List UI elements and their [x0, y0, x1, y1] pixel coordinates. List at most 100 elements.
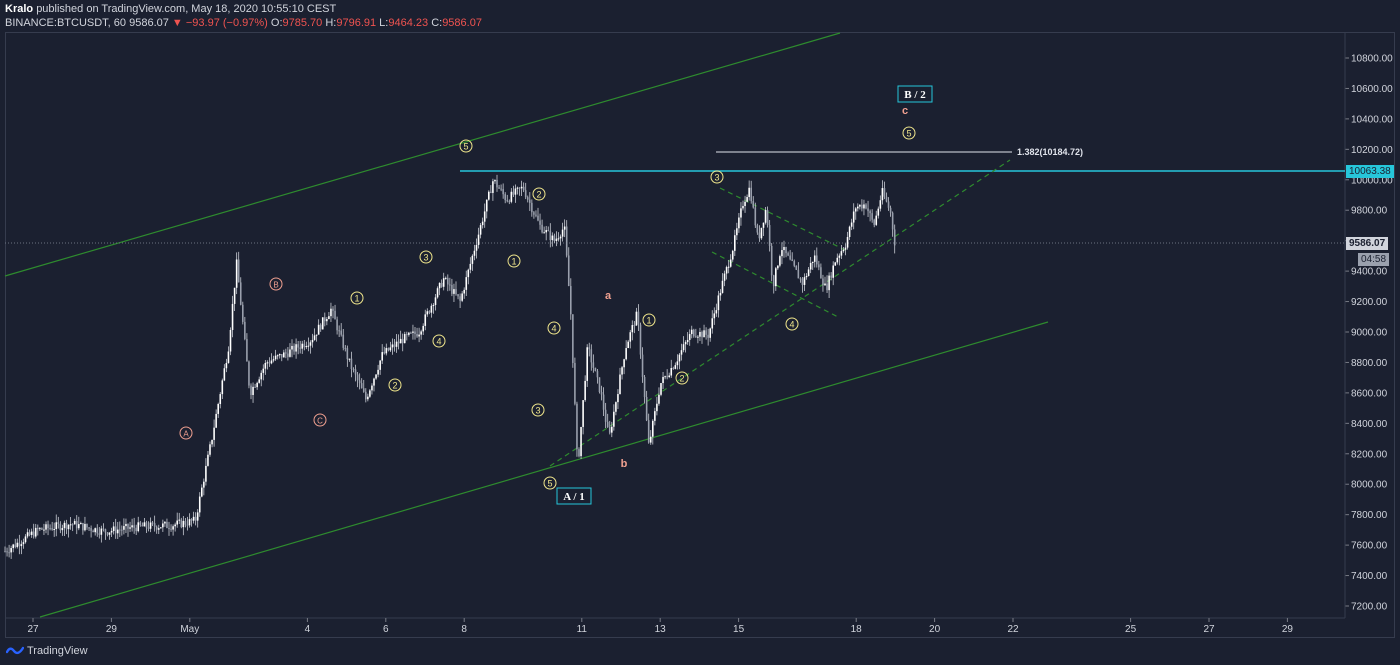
candle-body — [24, 536, 27, 543]
tradingview-brand[interactable]: TradingView — [27, 645, 88, 657]
candle-body — [330, 308, 332, 317]
candle-body — [861, 204, 863, 209]
wave-count-circle[interactable] — [532, 187, 546, 201]
candle-body — [832, 265, 834, 278]
candle-body — [754, 207, 757, 226]
candle-body — [547, 230, 550, 232]
wave-count-label: 4 — [436, 337, 441, 347]
candle-body — [467, 269, 470, 278]
wave-box-b[interactable] — [897, 85, 933, 103]
author-name[interactable]: Kralo — [5, 3, 34, 15]
wave-box-a[interactable] — [556, 487, 592, 505]
candle-body — [711, 318, 714, 329]
wave-count-circle[interactable] — [531, 403, 545, 417]
price-tick-label: 8200.00 — [1351, 449, 1388, 460]
candle-body — [818, 264, 820, 268]
candle-body — [633, 325, 636, 327]
wave-count-circle[interactable] — [902, 126, 916, 140]
candle-body — [123, 526, 125, 530]
candle-body — [408, 332, 410, 335]
wave-count-circle[interactable] — [642, 313, 656, 327]
candle-body — [342, 334, 345, 348]
candle-body — [887, 201, 890, 208]
candle-body — [447, 277, 449, 285]
wave-count-circle[interactable] — [507, 254, 521, 268]
candle-body — [873, 219, 875, 225]
candle-body — [654, 411, 656, 421]
close-label: C: — [431, 17, 443, 29]
abc-wave-circle[interactable] — [313, 413, 327, 427]
candle-body — [172, 526, 174, 530]
wave-count-circle[interactable] — [419, 250, 433, 264]
candle-body — [643, 376, 646, 398]
wave-count-label: 2 — [536, 190, 541, 200]
candle-body — [670, 367, 673, 376]
time-axis[interactable]: 27 29 May 4 6 8 11 13 15 18 20 22 25 27 29 — [5, 617, 1345, 635]
candle-body — [358, 380, 361, 384]
price-tick-label: 10200.00 — [1351, 145, 1393, 156]
candle-body — [145, 522, 148, 528]
wave-count-circle[interactable] — [547, 321, 561, 335]
candle-body — [203, 481, 205, 488]
candle-body — [391, 344, 394, 348]
trend-support-dashed[interactable] — [549, 159, 1011, 467]
channel-upper-line[interactable] — [4, 32, 841, 277]
candle-body — [488, 191, 490, 200]
candle-body — [332, 308, 334, 311]
candle-body — [703, 330, 705, 338]
candle-body — [213, 427, 215, 440]
candle-body — [477, 234, 480, 245]
candles-layer — [4, 174, 896, 559]
candle-body — [471, 255, 474, 264]
abc-wave-circle[interactable] — [179, 426, 193, 440]
candle-body — [598, 377, 601, 393]
candle-body — [381, 352, 383, 361]
candle-body — [760, 227, 763, 239]
candle-body — [338, 330, 340, 332]
candle-body — [166, 521, 168, 529]
candle-body — [336, 319, 338, 331]
wave-count-circle[interactable] — [350, 291, 364, 305]
price-chart[interactable]: 7200.00 7400.00 7600.00 7800.00 8000.00 8200.… — [0, 0, 1400, 640]
candle-body — [863, 204, 865, 209]
candle-body — [533, 212, 535, 215]
candle-body — [498, 187, 500, 189]
candle-body — [246, 339, 248, 362]
price-tick-label: 8400.00 — [1351, 419, 1388, 430]
chart-frame[interactable] — [5, 32, 1395, 638]
candle-body — [248, 361, 250, 386]
wave-count-circle[interactable] — [785, 317, 799, 331]
candle-body — [180, 519, 183, 528]
wave-count-circle[interactable] — [459, 139, 473, 153]
wave-count-circle[interactable] — [710, 170, 724, 184]
price-tick-label: 10400.00 — [1351, 114, 1393, 125]
channel-lower-line[interactable] — [39, 321, 1049, 618]
wave-count-circle[interactable] — [432, 334, 446, 348]
candle-body — [697, 336, 699, 338]
candle-body — [406, 334, 408, 336]
wave-count-circle[interactable] — [675, 371, 689, 385]
candle-body — [852, 211, 855, 223]
symbol-name[interactable]: BINANCE:BTCUSDT, 60 — [5, 17, 127, 29]
candle-body — [820, 267, 822, 279]
candle-body — [465, 277, 468, 290]
wave-count-circle[interactable] — [543, 476, 557, 490]
candle-body — [291, 345, 293, 350]
abc-wave-circle[interactable] — [269, 277, 283, 291]
price-tick-label: 10000.00 — [1351, 175, 1393, 186]
candle-body — [258, 379, 260, 383]
candle-body — [580, 426, 582, 457]
price-axis[interactable]: 7200.00 7400.00 7600.00 7800.00 8000.00 8200.… — [1344, 33, 1393, 618]
candle-body — [846, 237, 849, 248]
candle-body — [645, 397, 648, 421]
candle-body — [785, 247, 787, 254]
candle-body — [604, 409, 607, 422]
candle-body — [652, 420, 654, 437]
footer-bar — [0, 640, 1400, 665]
wave-count-circle[interactable] — [388, 378, 402, 392]
candle-body — [348, 358, 351, 360]
candle-body — [461, 293, 463, 301]
candle-body — [309, 342, 312, 346]
candle-body — [94, 528, 96, 533]
candle-body — [791, 259, 793, 262]
